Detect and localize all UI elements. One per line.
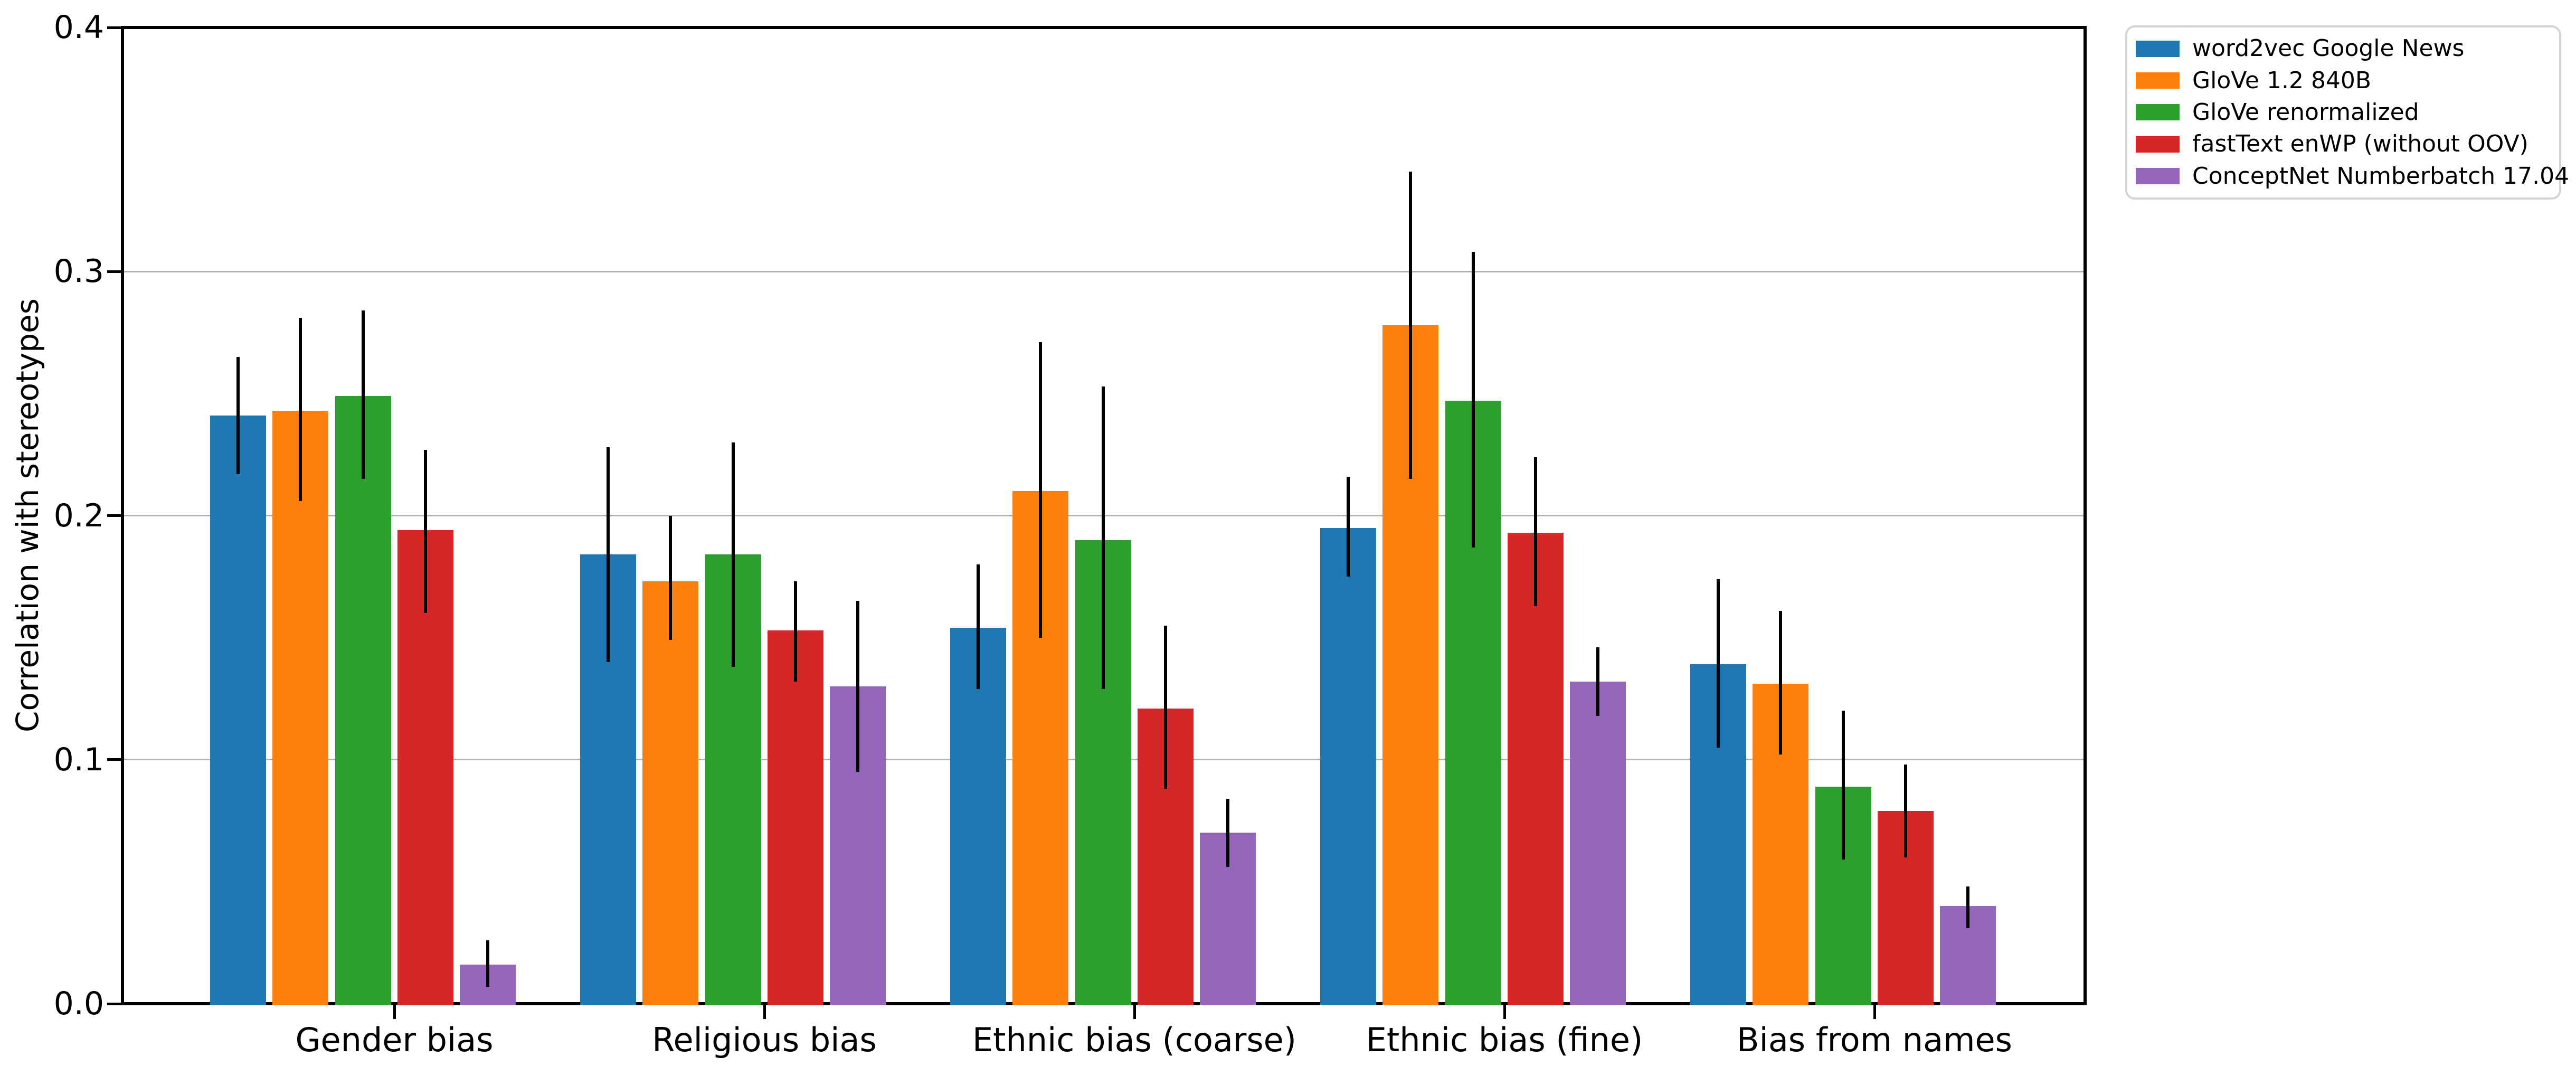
y-tick-mark — [107, 514, 121, 517]
y-tick-label: 0.2 — [53, 497, 104, 534]
error-bar — [1409, 171, 1413, 479]
error-bar — [856, 601, 860, 772]
error-bar — [486, 940, 490, 987]
bar-glove-1-2-840b-religious-bias — [642, 581, 699, 1005]
y-tick-mark — [107, 758, 121, 761]
legend-label: ConceptNet Numberbatch 17.04 — [2192, 162, 2570, 190]
error-bar — [236, 357, 240, 474]
y-tick-label: 0.4 — [53, 9, 104, 46]
y-tick-label: 0.0 — [53, 985, 104, 1022]
bar-fasttext-enwp-without-oov--ethnic-bias-fine- — [1507, 532, 1564, 1005]
legend-label: fastText enWP (without OOV) — [2192, 130, 2528, 158]
legend-label: GloVe renormalized — [2192, 98, 2419, 126]
x-tick-label: Religious bias — [652, 1021, 877, 1059]
gridline-y-0.3 — [124, 270, 2083, 272]
legend-swatch-icon — [2136, 104, 2180, 121]
error-bar — [1966, 886, 1970, 928]
error-bar — [1533, 457, 1537, 606]
legend-swatch-icon — [2136, 72, 2180, 89]
legend-entry: ConceptNet Numberbatch 17.04 — [2127, 163, 2569, 189]
error-bar — [669, 515, 673, 640]
error-bar — [731, 442, 735, 667]
error-bar — [1596, 647, 1600, 716]
y-tick-mark — [107, 270, 121, 273]
bar-word2vec-google-news-gender-bias — [210, 415, 266, 1005]
legend-swatch-icon — [2136, 40, 2180, 57]
bar-fasttext-enwp-without-oov--religious-bias — [767, 630, 823, 1005]
error-bar — [361, 310, 365, 479]
y-tick-label: 0.1 — [53, 741, 104, 778]
legend-swatch-icon — [2136, 136, 2180, 153]
legend-label: word2vec Google News — [2192, 35, 2465, 62]
error-bar — [1039, 342, 1043, 638]
x-tick-label: Ethnic bias (fine) — [1366, 1021, 1643, 1059]
legend-entry: GloVe 1.2 840B — [2127, 68, 2559, 93]
error-bar — [607, 447, 610, 662]
error-bar — [423, 449, 427, 614]
x-tick-mark — [763, 1005, 766, 1019]
y-tick-label: 0.3 — [53, 253, 104, 290]
error-bar — [1841, 711, 1845, 860]
error-bar — [1779, 610, 1783, 755]
bar-word2vec-google-news-ethnic-bias-coarse- — [950, 628, 1006, 1005]
y-tick-mark — [107, 26, 121, 29]
bar-word2vec-google-news-ethnic-bias-fine- — [1320, 527, 1376, 1005]
error-bar — [1347, 476, 1350, 577]
legend-entry: word2vec Google News — [2127, 36, 2559, 61]
error-bar — [1226, 798, 1230, 867]
error-bar — [1163, 625, 1167, 789]
error-bar — [299, 318, 302, 501]
bar-glove-1-2-840b-gender-bias — [272, 410, 329, 1005]
error-bar — [793, 581, 797, 682]
legend: word2vec Google News GloVe 1.2 840B GloVe … — [2125, 25, 2569, 200]
x-tick-label: Bias from names — [1737, 1021, 2012, 1059]
legend-swatch-icon — [2136, 168, 2180, 185]
x-tick-label: Gender bias — [295, 1021, 494, 1059]
x-tick-mark — [1133, 1005, 1136, 1019]
bar-conceptnet-numberbatch-17-04-ethnic-bias-fine- — [1570, 681, 1626, 1005]
error-bar — [1717, 579, 1720, 748]
error-bar — [977, 564, 980, 689]
x-tick-mark — [1503, 1005, 1506, 1019]
bar-glove-renormalized-gender-bias — [335, 395, 391, 1005]
y-tick-mark — [107, 1002, 121, 1005]
x-tick-mark — [393, 1005, 396, 1019]
x-tick-label: Ethnic bias (coarse) — [972, 1021, 1297, 1059]
error-bar — [1101, 386, 1105, 689]
error-bar — [1471, 252, 1475, 548]
legend-entry: fastText enWP (without OOV) — [2127, 131, 2559, 157]
error-bar — [1903, 764, 1907, 857]
x-tick-mark — [1873, 1005, 1876, 1019]
legend-label: GloVe 1.2 840B — [2192, 67, 2372, 94]
y-axis-label: Correlation with stereotypes — [10, 298, 45, 732]
legend-entry: GloVe renormalized — [2127, 98, 2559, 126]
